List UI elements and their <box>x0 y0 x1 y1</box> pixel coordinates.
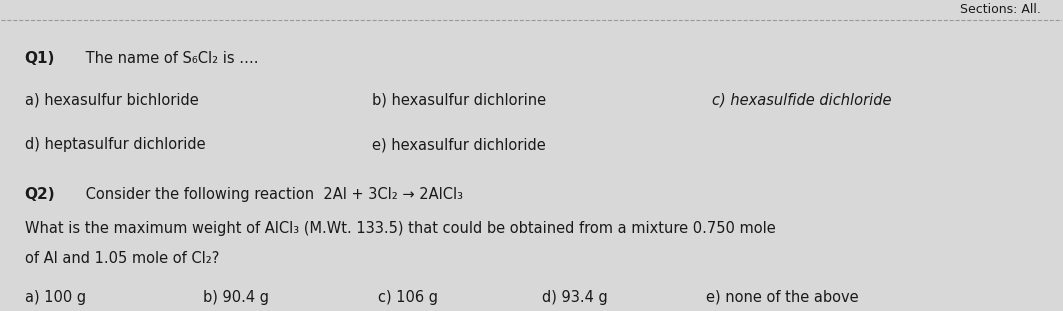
Text: c) 106 g: c) 106 g <box>377 290 438 305</box>
Text: c) hexasulfide dichloride: c) hexasulfide dichloride <box>712 93 891 108</box>
Text: a) 100 g: a) 100 g <box>24 290 86 305</box>
Text: What is the maximum weight of AlCl₃ (M.Wt. 133.5) that could be obtained from a : What is the maximum weight of AlCl₃ (M.W… <box>24 220 776 235</box>
Text: of Al and 1.05 mole of Cl₂?: of Al and 1.05 mole of Cl₂? <box>24 251 219 266</box>
Text: Q1): Q1) <box>24 51 55 66</box>
Text: b) hexasulfur dichlorine: b) hexasulfur dichlorine <box>372 93 546 108</box>
Text: e) none of the above: e) none of the above <box>707 290 859 305</box>
Text: a) hexasulfur bichloride: a) hexasulfur bichloride <box>24 93 199 108</box>
Text: b) 90.4 g: b) 90.4 g <box>203 290 269 305</box>
Text: d) 93.4 g: d) 93.4 g <box>542 290 608 305</box>
Text: Q2): Q2) <box>24 187 55 202</box>
Text: e) hexasulfur dichloride: e) hexasulfur dichloride <box>372 137 546 152</box>
Text: d) heptasulfur dichloride: d) heptasulfur dichloride <box>24 137 205 152</box>
Text: Consider the following reaction  2Al + 3Cl₂ → 2AlCl₃: Consider the following reaction 2Al + 3C… <box>81 187 462 202</box>
Text: Sections: All.: Sections: All. <box>960 3 1041 16</box>
Text: The name of S₆Cl₂ is ….: The name of S₆Cl₂ is …. <box>81 51 258 66</box>
